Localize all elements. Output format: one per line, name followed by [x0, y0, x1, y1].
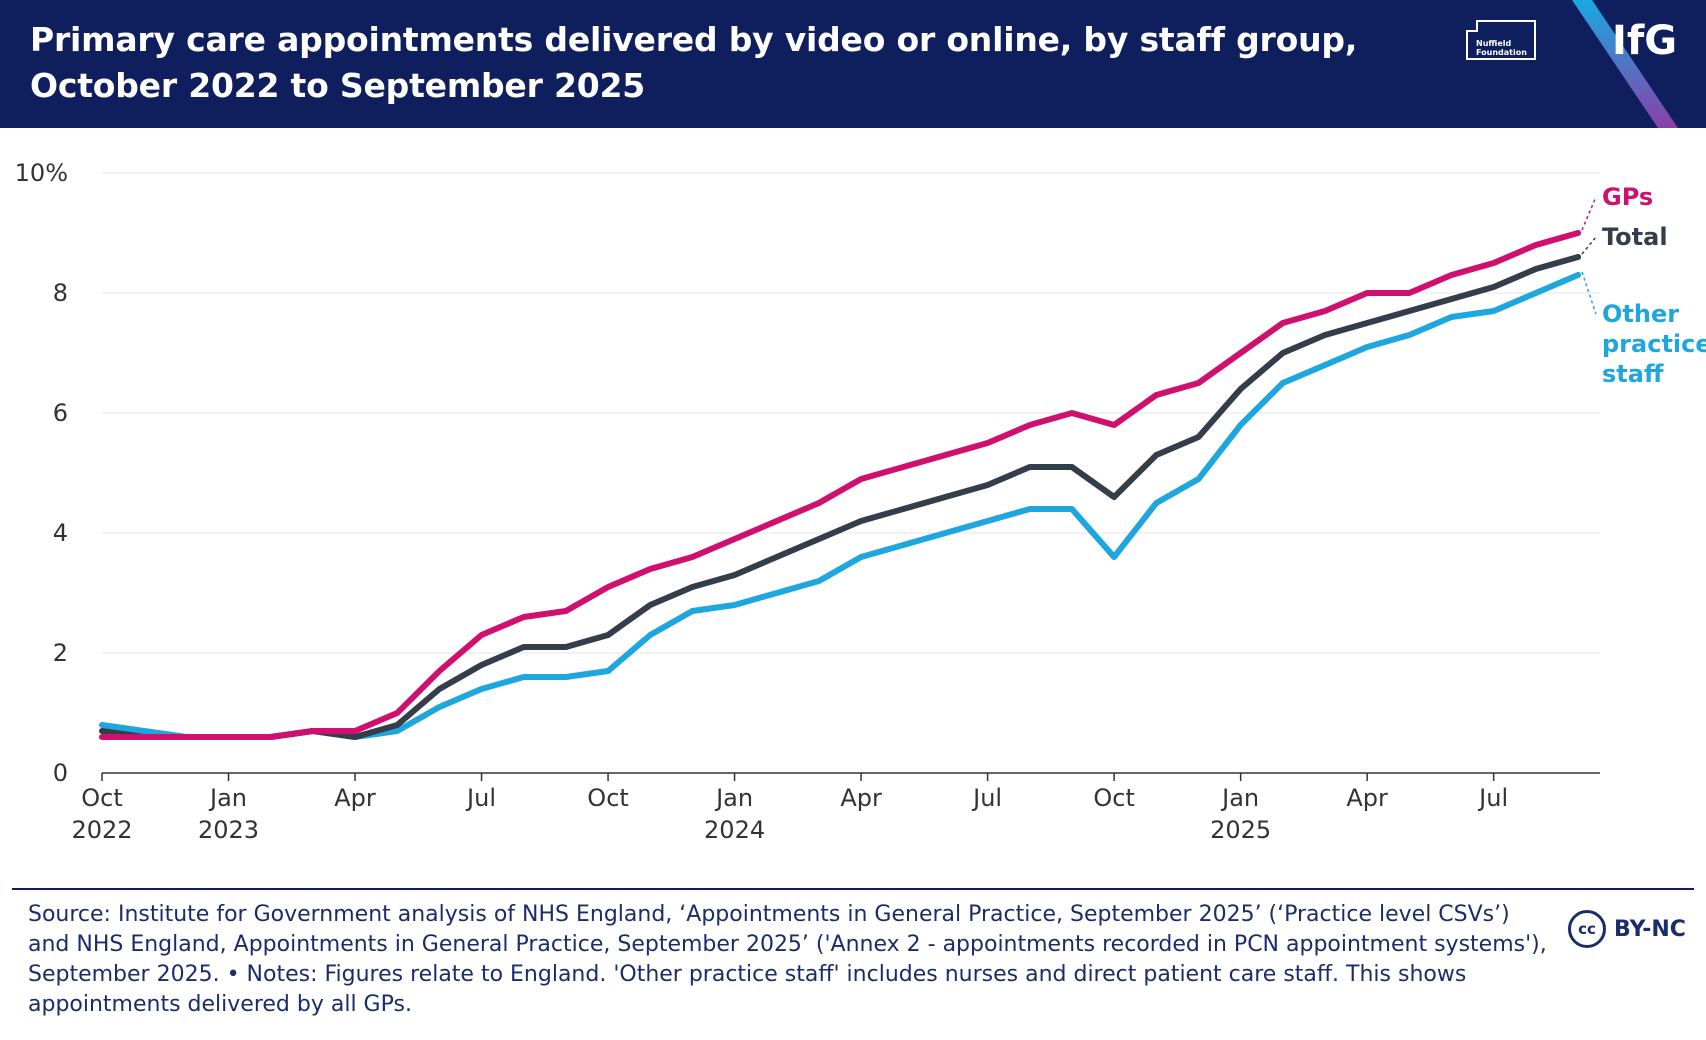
series-endpoint-gps	[1575, 230, 1581, 236]
creative-commons-icon: cc	[1568, 910, 1606, 948]
y-tick-label: 2	[53, 639, 68, 667]
line-chart: 0 2 4 6 8 10% Oct 2022 Jan 2023 Apr Jul Oct Jan 2024 A…	[15, 159, 1706, 844]
x-tick-label: Oct	[1093, 784, 1135, 812]
x-tick-year-label: 2022	[71, 816, 132, 844]
nuffield-logo-line2: Foundation	[1476, 48, 1527, 57]
series-label-other-practice-staff: Other practice staff	[1602, 300, 1706, 388]
series-label-line: staff	[1602, 360, 1664, 388]
x-tick-label: Jul	[465, 784, 496, 812]
series-label-total: Total	[1602, 223, 1668, 251]
series-line-total	[99, 254, 1581, 740]
license-text: BY-NC	[1614, 916, 1686, 942]
x-tick-label: Oct	[81, 784, 123, 812]
label-leader-gps	[1581, 196, 1597, 231]
y-axis-ticks: 0 2 4 6 8 10%	[15, 159, 68, 787]
x-tick-year-label: 2025	[1210, 816, 1271, 844]
x-axis-ticks: Oct 2022 Jan 2023 Apr Jul Oct Jan 2024 Apr Jul Oct J…	[71, 773, 1508, 844]
series-label-gps: GPs	[1602, 183, 1653, 211]
series-label-line: Total	[1602, 223, 1668, 251]
y-tick-label: 4	[53, 519, 68, 547]
x-tick-label: Jan	[208, 784, 247, 812]
x-tick-label: Jan	[1220, 784, 1259, 812]
source-notes: Source: Institute for Government analysi…	[28, 902, 1547, 1017]
x-tick-label: Jul	[1477, 784, 1508, 812]
series-label-line: Other	[1602, 300, 1679, 328]
y-tick-label: 6	[53, 399, 68, 427]
series-labels: Other practice staff Total GPs	[1581, 183, 1706, 388]
label-leader-total	[1581, 236, 1597, 255]
x-tick-label: Apr	[840, 784, 882, 812]
chart-title: Primary care appointments delivered by v…	[30, 20, 1358, 105]
series-line-other-practice-staff	[99, 272, 1581, 740]
nuffield-foundation-logo: Nuffield Foundation	[1466, 20, 1536, 60]
x-tick-year-label: 2024	[704, 816, 765, 844]
license-badge[interactable]: cc BY-NC	[1568, 907, 1686, 951]
y-tick-label: 10%	[15, 159, 68, 187]
header-banner: Primary care appointments delivered by v…	[0, 0, 1706, 128]
ifg-logo: IfG	[1612, 18, 1678, 64]
x-tick-label: Apr	[1346, 784, 1388, 812]
nuffield-logo-line1: Nuffield	[1476, 39, 1512, 48]
y-tick-label: 0	[53, 759, 68, 787]
x-tick-label: Apr	[334, 784, 376, 812]
series-label-line: GPs	[1602, 183, 1653, 211]
series-endpoint-other-practice-staff	[1575, 272, 1581, 278]
y-tick-label: 8	[53, 279, 68, 307]
gridlines	[102, 172, 1600, 774]
x-tick-year-label: 2023	[198, 816, 259, 844]
x-tick-label: Jan	[714, 784, 753, 812]
series-line-gps	[99, 230, 1581, 740]
series-lines	[99, 230, 1581, 740]
decorative-stripe	[1572, 0, 1678, 128]
x-tick-label: Jul	[971, 784, 1002, 812]
x-tick-label: Oct	[587, 784, 629, 812]
series-label-line: practice	[1602, 330, 1706, 358]
series-endpoint-total	[1575, 254, 1581, 260]
label-leader-other-practice-staff	[1581, 271, 1597, 315]
footer-divider	[12, 888, 1694, 890]
